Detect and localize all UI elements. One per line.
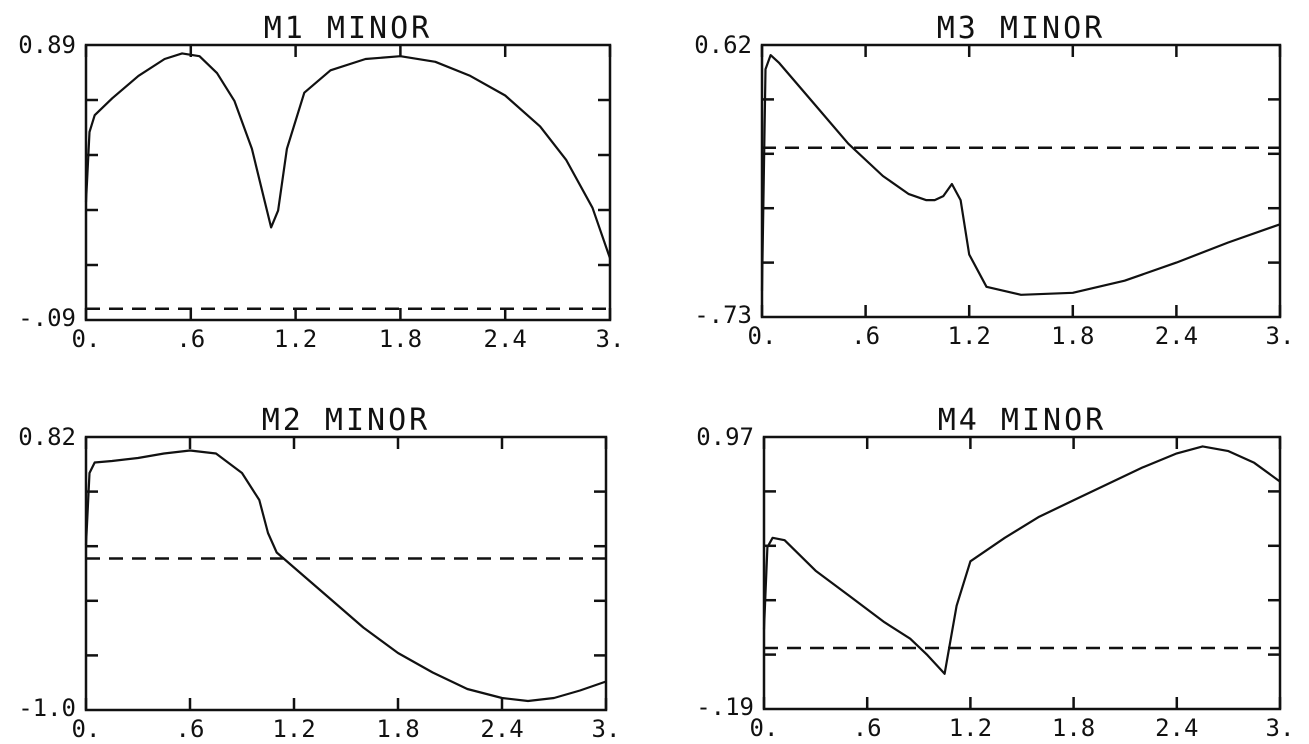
chart-title: M1 MINOR — [264, 11, 433, 46]
x-tick-label: 1.2 — [272, 715, 315, 743]
x-tick-label: 2.4 — [1155, 322, 1198, 350]
chart-panel-2: M3 MINOR 0.62 -.730. .6 1.2 1.8 2.4 3. — [694, 11, 1294, 350]
y-min-label: -.19 — [696, 693, 754, 721]
x-tick-label: 3. — [592, 715, 621, 743]
y-min-label: -1.0 — [18, 694, 76, 722]
chart-panel-4: M4 MINOR 0.97 -.190. .6 1.2 1.8 2.4 3. — [696, 403, 1294, 742]
x-tick-label: 3. — [1266, 322, 1295, 350]
x-tick-label: .6 — [851, 322, 880, 350]
series-line-1 — [84, 52, 612, 259]
x-tick-label: 2.4 — [484, 325, 527, 353]
x-tick-label: 1.8 — [379, 325, 422, 353]
series-line-1 — [762, 445, 1281, 675]
x-tick-label: 3. — [596, 325, 625, 353]
y-max-label: 0.82 — [18, 423, 76, 451]
x-tick-label: 2.4 — [1155, 714, 1198, 742]
x-tick-label: 1.8 — [1051, 322, 1094, 350]
x-tick-label: 0. — [750, 714, 779, 742]
x-tick-label: 1.2 — [948, 322, 991, 350]
plot-frame — [84, 435, 608, 712]
x-tick-label: 1.2 — [949, 714, 992, 742]
x-tick-label: 1.2 — [274, 325, 317, 353]
chart-title: M3 MINOR — [937, 11, 1106, 46]
x-tick-label: 1.8 — [376, 715, 419, 743]
y-max-label: 0.62 — [694, 31, 752, 59]
plot-frame — [84, 43, 612, 322]
plot-frame — [762, 435, 1282, 711]
y-min-label: -.73 — [694, 301, 752, 329]
plot-frame — [760, 43, 1282, 319]
x-tick-label: 2.4 — [480, 715, 523, 743]
x-tick-label: .6 — [176, 715, 205, 743]
y-max-label: 0.97 — [696, 423, 754, 451]
series-line-1 — [760, 53, 1281, 296]
series-line-1 — [84, 449, 607, 703]
x-tick-label: 3. — [1266, 714, 1295, 742]
x-tick-label: 0. — [748, 322, 777, 350]
chart-title: M4 MINOR — [938, 403, 1107, 438]
y-max-label: 0.89 — [18, 31, 76, 59]
y-min-label: -.09 — [18, 304, 76, 332]
x-tick-label: 0. — [72, 325, 101, 353]
chart-title: M2 MINOR — [262, 403, 431, 438]
chart-panel-3: M2 MINOR 0.82 -1.00. .6 1.2 1.8 2.4 3. — [18, 403, 620, 743]
x-tick-label: 0. — [72, 715, 101, 743]
x-tick-label: .6 — [853, 714, 882, 742]
x-tick-label: 1.8 — [1052, 714, 1095, 742]
chart-panel-1: M1 MINOR 0.89 -.090. .6 1.2 1.8 2.4 3. — [18, 11, 624, 353]
x-tick-label: .6 — [176, 325, 205, 353]
